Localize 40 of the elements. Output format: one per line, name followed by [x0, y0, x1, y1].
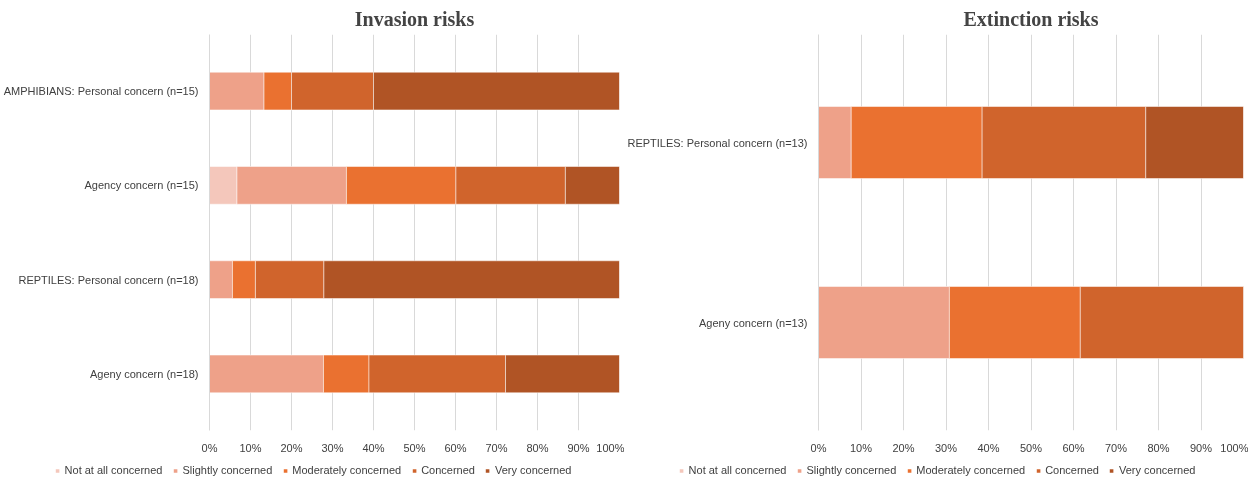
x-tick-label: 20%	[892, 441, 915, 454]
legend-label: Not at all concerned	[688, 464, 787, 476]
x-tick-label: 0%	[810, 441, 827, 454]
x-tick-label: 50%	[403, 441, 426, 454]
legend-label: Very concerned	[1118, 464, 1196, 476]
legend-label: Moderately concerned	[292, 464, 402, 476]
x-tick-label: 60%	[444, 441, 467, 454]
x-tick-label: 50%	[1019, 441, 1043, 454]
x-tick-label: 10%	[849, 441, 873, 454]
x-tick-label: 40%	[362, 441, 385, 454]
legend-label: Concerned	[421, 464, 475, 476]
x-tick-label: 40%	[977, 441, 1000, 454]
y-tick-label: AMPHIBIANS: Personal concern (n=15)	[3, 85, 199, 98]
y-tick-label: Agency concern (n=15)	[84, 179, 199, 192]
x-tick-label: 0%	[201, 441, 218, 454]
x-tick-label: 80%	[526, 441, 549, 454]
x-tick-label: 90%	[567, 441, 590, 454]
x-tick-label: 100%	[596, 441, 625, 454]
x-tick-label: 80%	[1147, 441, 1170, 454]
y-tick-label: Ageny concern (n=13)	[698, 316, 808, 329]
x-tick-label: 10%	[239, 441, 262, 454]
x-tick-label: 100%	[1220, 441, 1249, 454]
x-tick-label: 70%	[485, 441, 508, 454]
x-tick-label: 30%	[934, 441, 958, 454]
legend-label: Not at all concerned	[64, 464, 163, 476]
x-tick-label: 70%	[1104, 441, 1128, 454]
y-tick-label: Ageny concern (n=18)	[89, 367, 199, 380]
y-tick-label: REPTILES: Personal concern (n=18)	[18, 273, 199, 286]
legend-label: Slightly concerned	[806, 464, 897, 476]
x-tick-label: 60%	[1062, 441, 1085, 454]
x-tick-label: 30%	[321, 441, 344, 454]
y-tick-label: REPTILES: Personal concern (n=13)	[627, 136, 808, 149]
chart-title: Extinction risks	[963, 7, 1099, 30]
chart-title: Invasion risks	[354, 7, 475, 30]
legend-label: Slightly concerned	[182, 464, 273, 476]
x-tick-label: 90%	[1189, 441, 1213, 454]
legend-label: Concerned	[1045, 464, 1099, 476]
legend-label: Very concerned	[494, 464, 572, 476]
x-tick-label: 20%	[280, 441, 303, 454]
legend-label: Moderately concerned	[916, 464, 1026, 476]
